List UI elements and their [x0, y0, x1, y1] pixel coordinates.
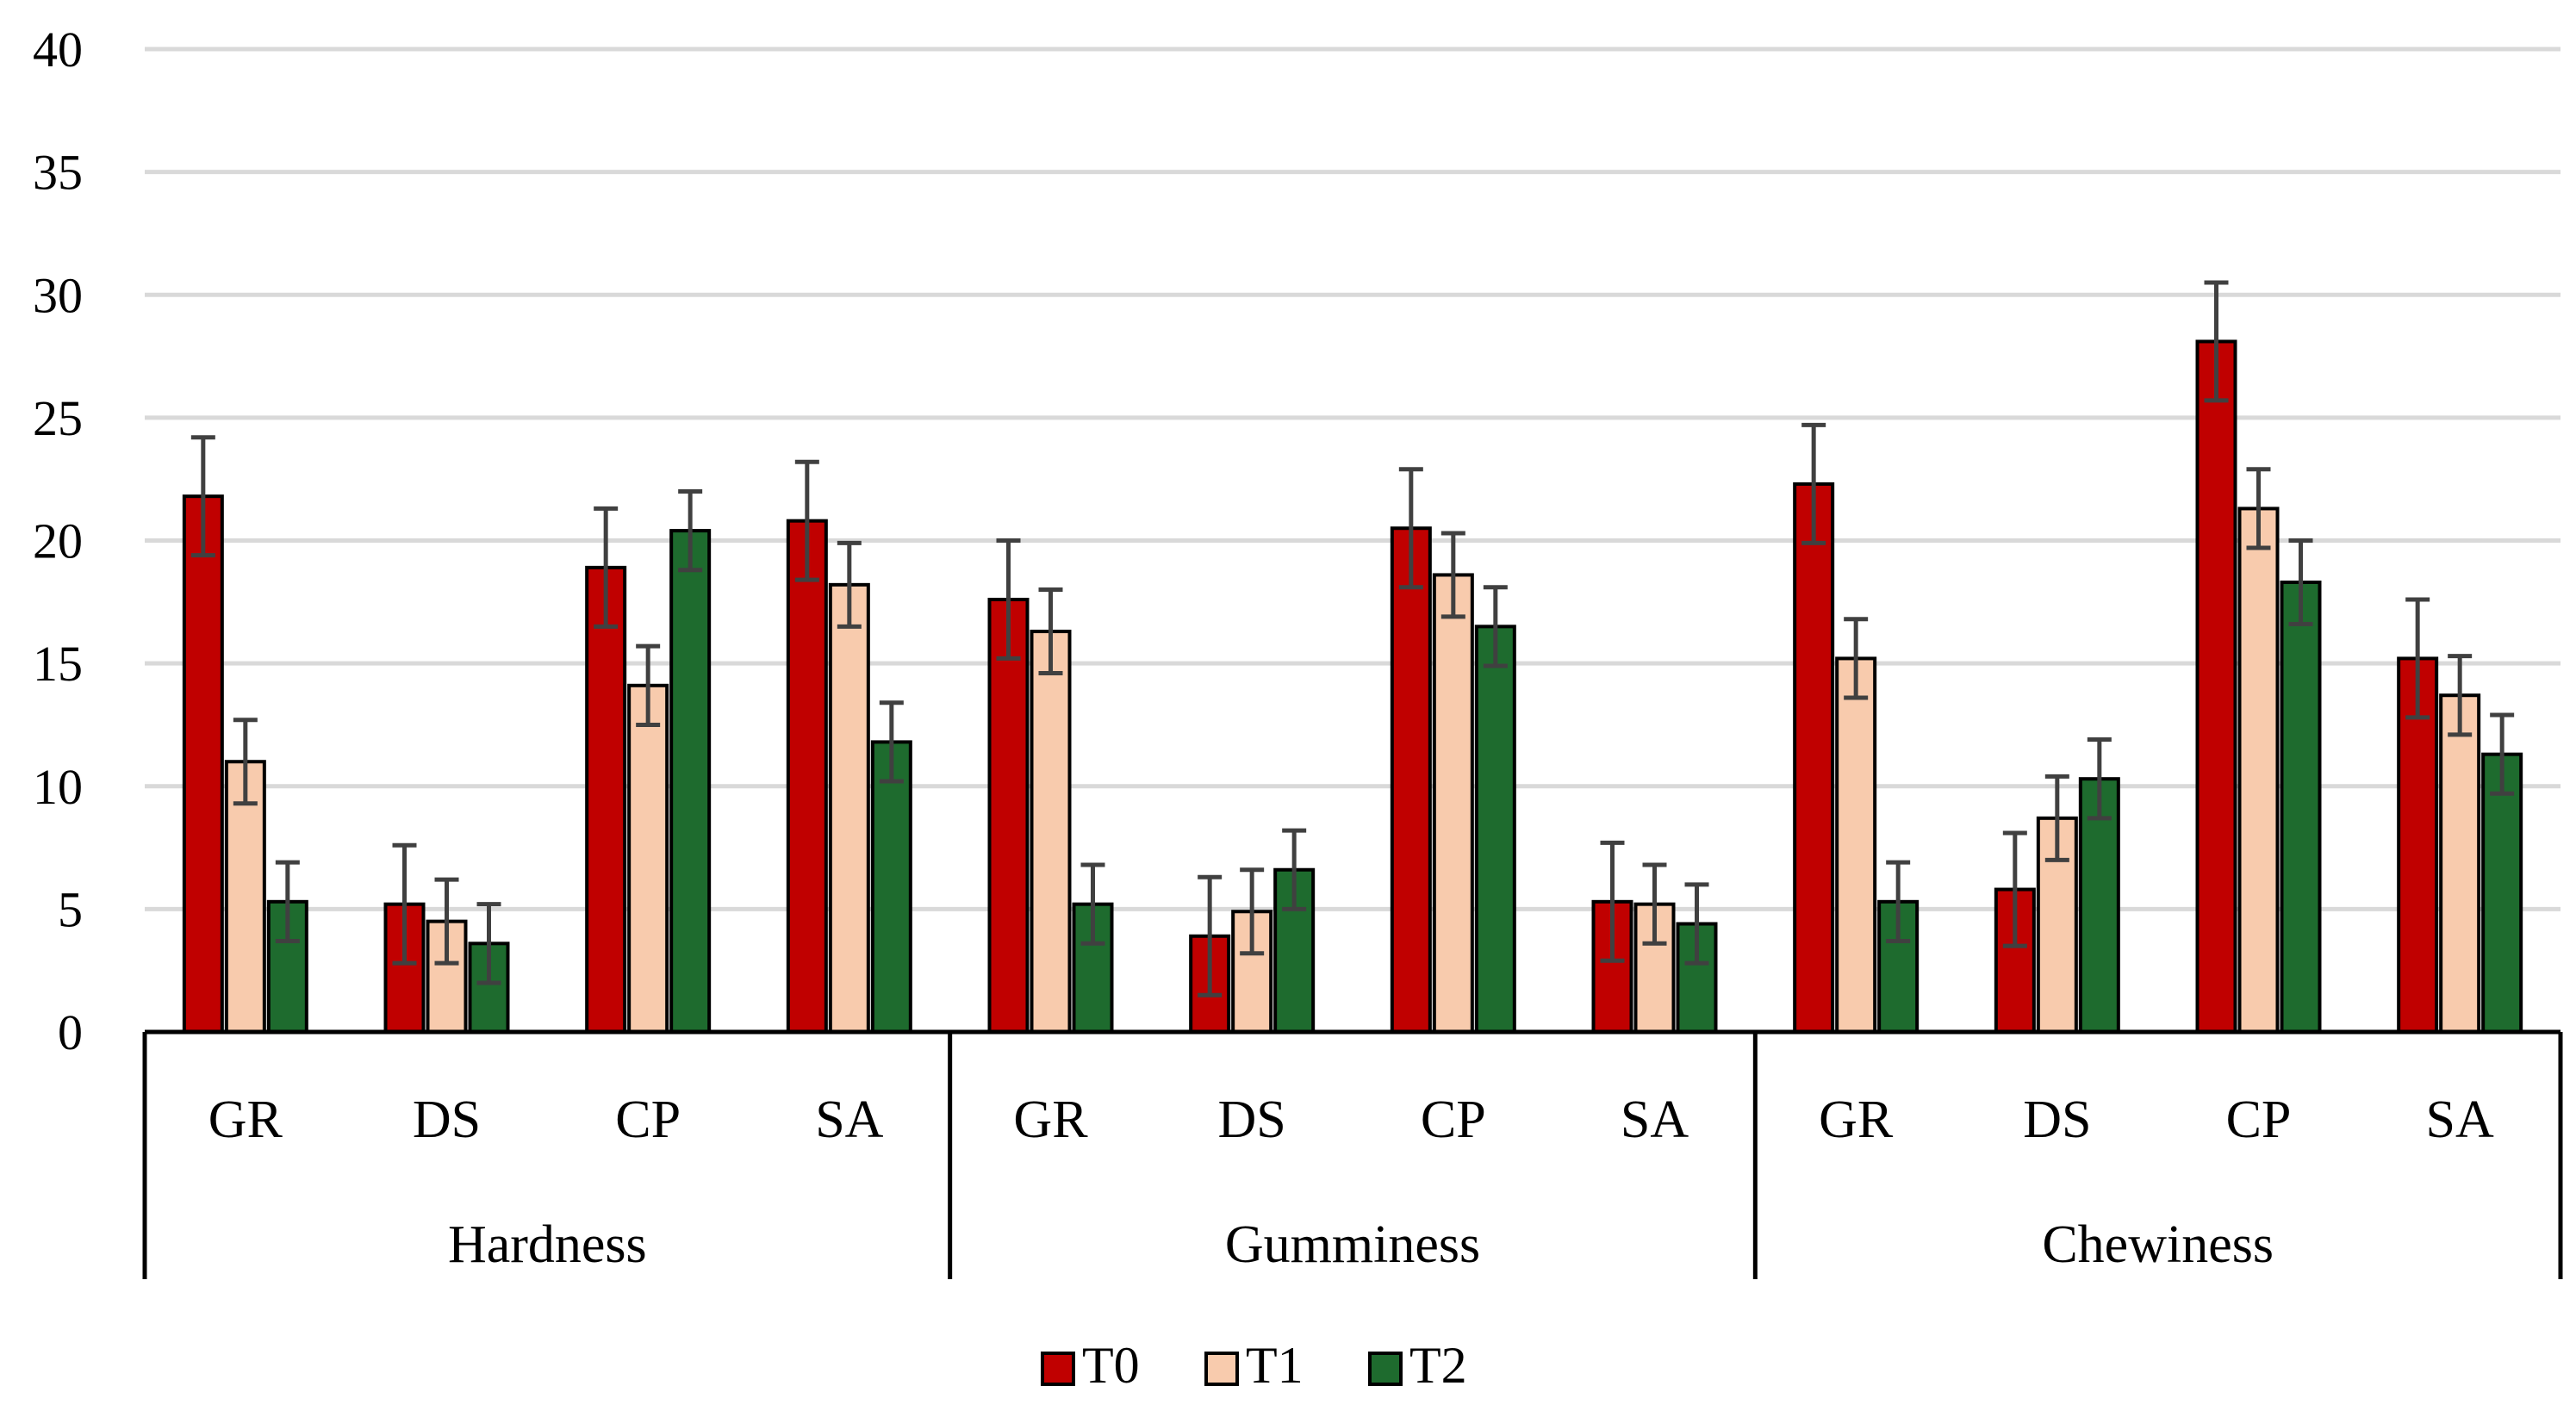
y-tick-label: 10 [33, 759, 83, 815]
x-category-label: CP [1421, 1091, 1486, 1149]
bar-t1 [1835, 656, 1877, 1034]
bar-t2 [870, 740, 912, 1035]
legend: T0 T1 T2 [1041, 1337, 1467, 1394]
bar-t1 [828, 582, 870, 1034]
legend-label-t1: T1 [1246, 1337, 1304, 1394]
y-tick-label: 5 [58, 881, 83, 937]
bar-t1 [1432, 573, 1474, 1034]
bar-t0 [1390, 526, 1432, 1034]
x-axis: GR DS CP SA GR DS CP SA GR DS CP SA Hardness Gummines… [142, 1029, 2563, 1279]
x-category-label: DS [413, 1091, 481, 1149]
bars [182, 339, 2523, 1035]
y-tick-label: 35 [33, 145, 83, 201]
y-tick-label: 0 [58, 1004, 83, 1060]
bar-t1 [1030, 630, 1072, 1034]
bar-t2 [669, 529, 712, 1034]
y-tick-label: 20 [33, 513, 83, 569]
bar-t1 [2439, 693, 2481, 1035]
x-category-label: GR [208, 1091, 283, 1149]
x-group-label: Chewiness [2042, 1215, 2274, 1274]
bar-t0 [786, 519, 828, 1034]
bar-t2 [2280, 580, 2322, 1034]
y-tick-label: 25 [33, 390, 83, 446]
bar-t2 [1474, 625, 1516, 1035]
bar-t0 [1793, 482, 1835, 1034]
bar-t0 [585, 565, 627, 1034]
y-tick-label: 40 [33, 22, 83, 78]
legend-swatch-t2 [1368, 1352, 1403, 1386]
x-category-label: GR [1819, 1091, 1894, 1149]
legend-swatch-t0 [1041, 1352, 1075, 1386]
bar-t2 [2481, 752, 2523, 1034]
x-category-label: CP [615, 1091, 681, 1149]
x-category-label: GR [1013, 1091, 1088, 1149]
y-tick-label: 15 [33, 636, 83, 692]
bar-t1 [2237, 507, 2280, 1034]
gridlines [145, 47, 2560, 911]
y-axis: 0 5 10 15 20 25 30 35 40 [33, 22, 83, 1060]
x-category-label: DS [1218, 1091, 1286, 1149]
y-tick-label: 30 [33, 267, 83, 323]
x-group-label: Gumminess [1225, 1215, 1480, 1274]
bar-t0 [2195, 339, 2237, 1034]
x-category-label: SA [2426, 1091, 2494, 1149]
legend-label-t0: T0 [1082, 1337, 1140, 1394]
error-bars [190, 280, 2515, 997]
x-category-label: SA [1621, 1091, 1689, 1149]
bar-t0 [182, 494, 224, 1034]
legend-label-t2: T2 [1409, 1337, 1467, 1394]
bar-t1 [627, 683, 669, 1034]
x-category-label: SA [815, 1091, 883, 1149]
x-group-label: Hardness [448, 1215, 647, 1274]
x-category-label: CP [2226, 1091, 2292, 1149]
bar-t0 [987, 597, 1030, 1035]
legend-swatch-t1 [1204, 1352, 1239, 1386]
x-category-label: DS [2023, 1091, 2091, 1149]
